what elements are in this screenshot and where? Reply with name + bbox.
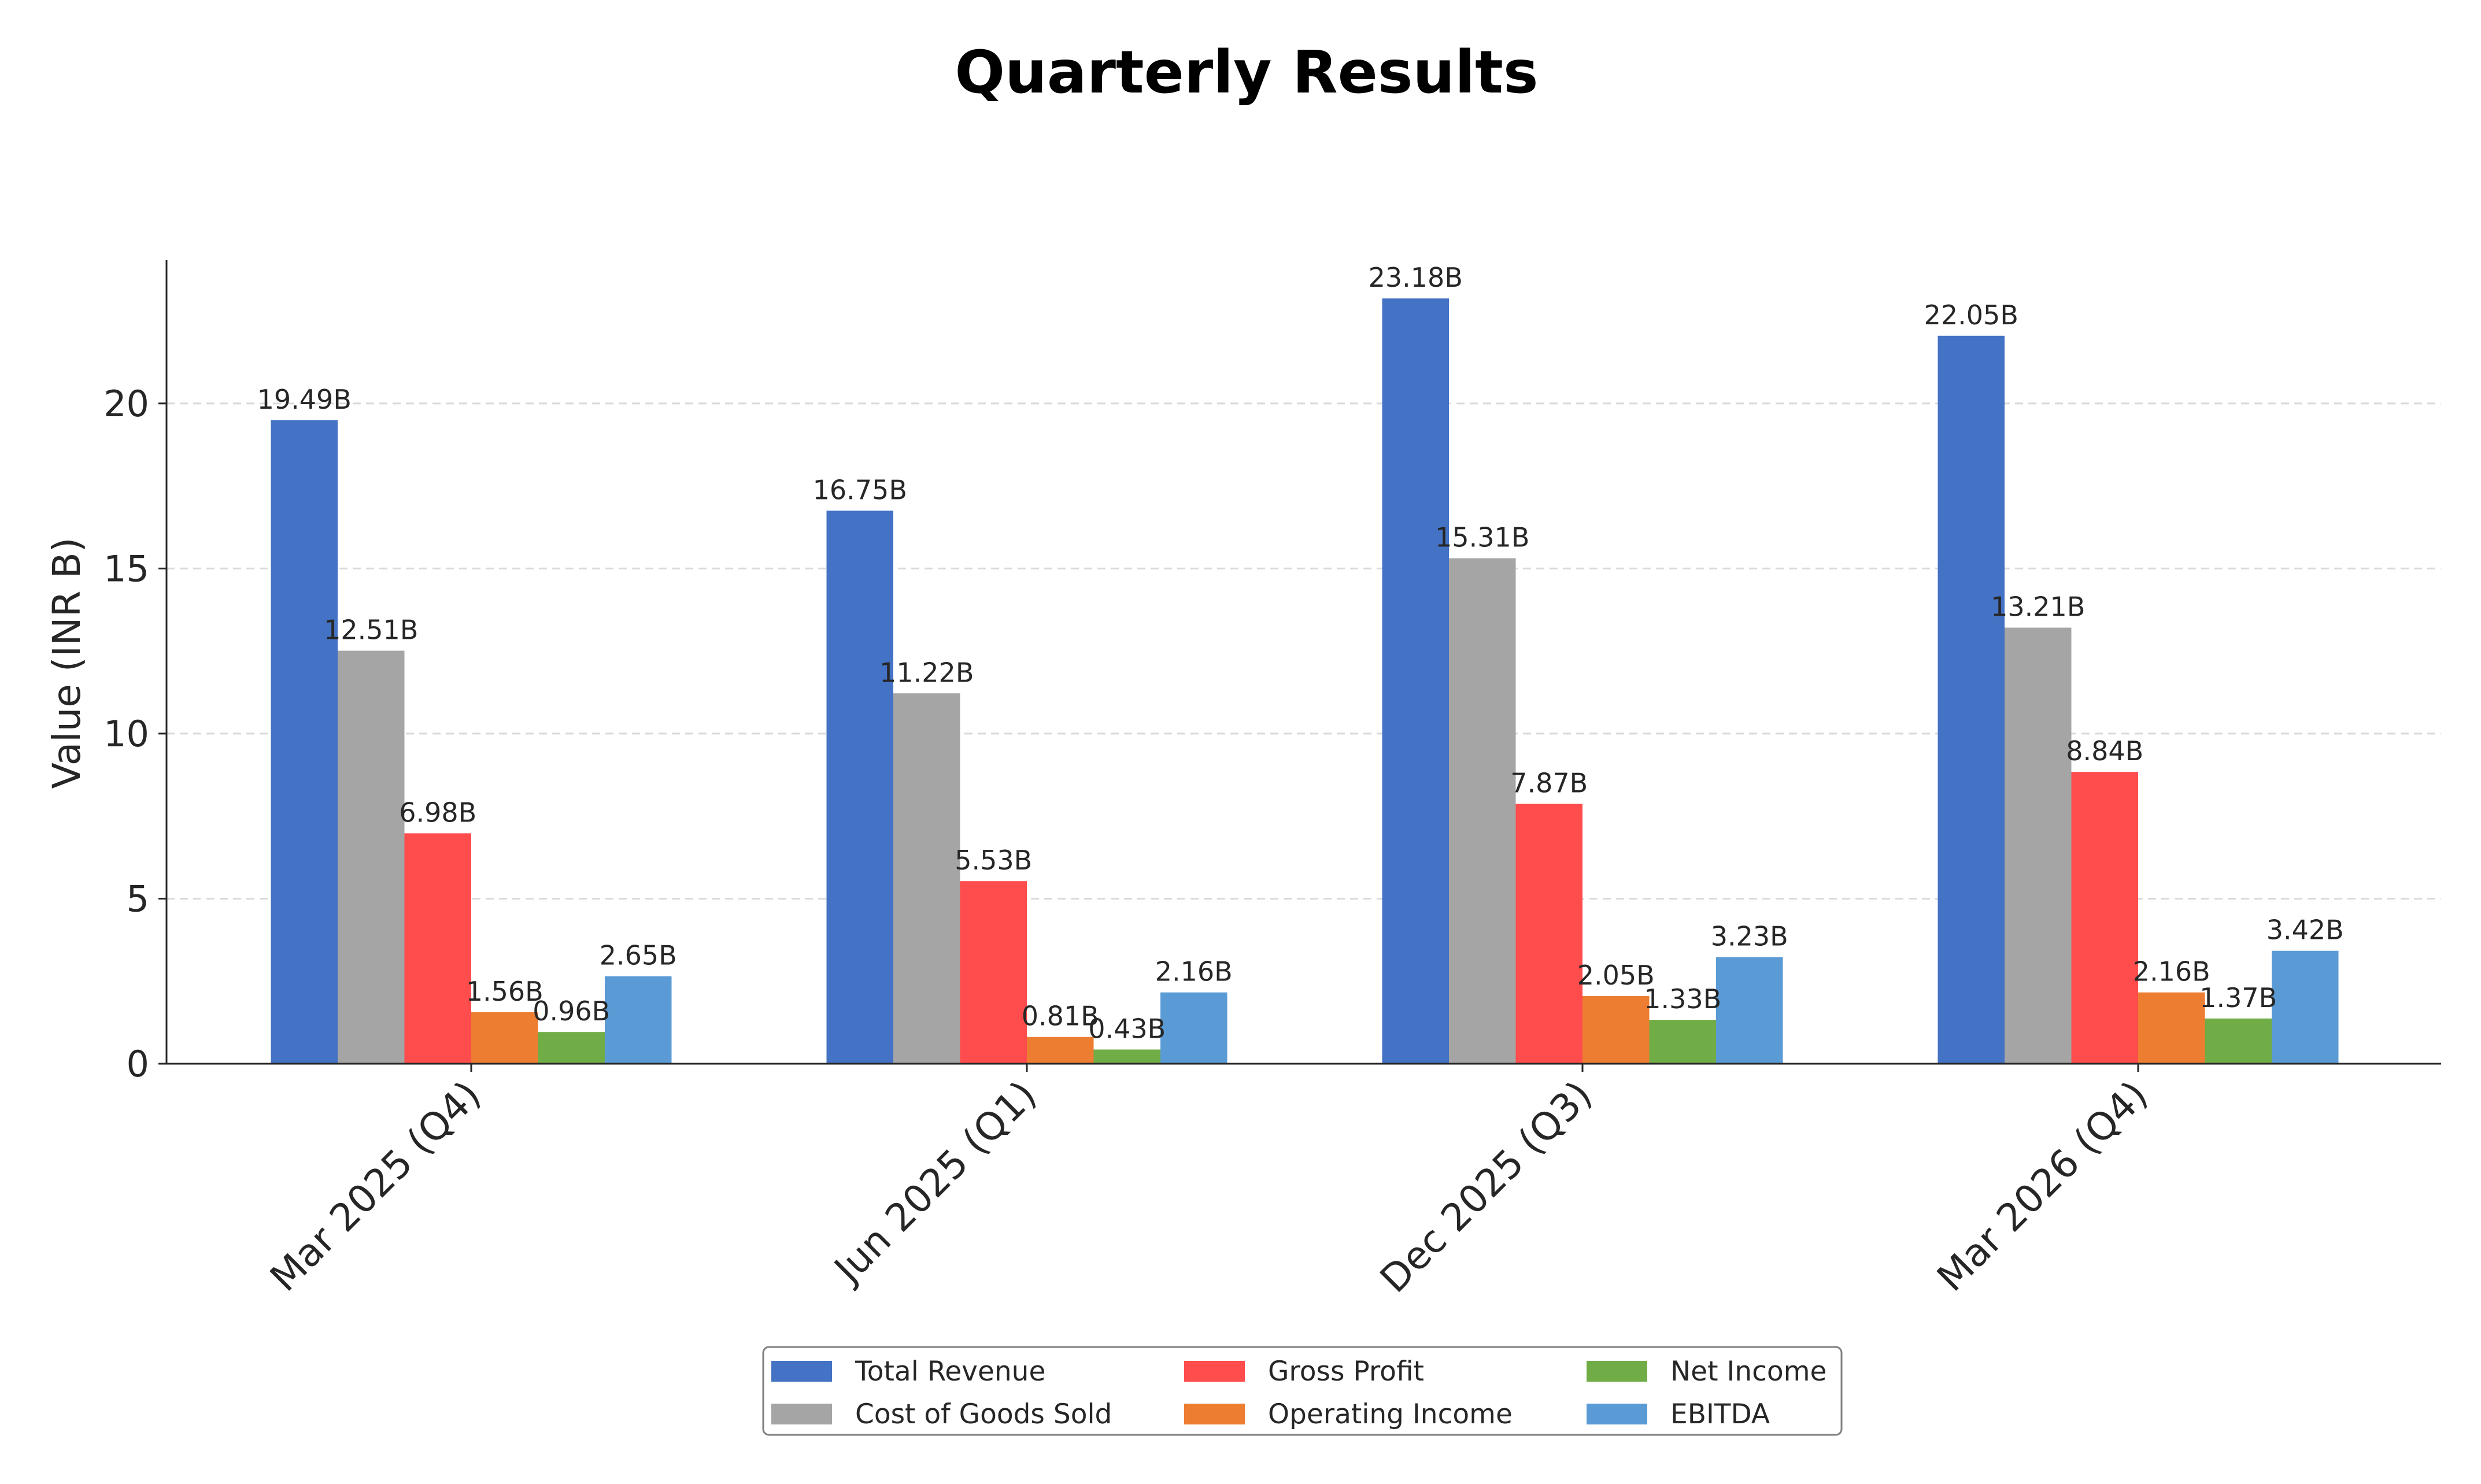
bar: [1382, 298, 1449, 1064]
legend-swatch: [771, 1404, 832, 1424]
data-label: 0.96B: [533, 995, 610, 1027]
y-tick-label: 0: [127, 1043, 149, 1085]
data-labels: 19.49B 16.75B 23.18B 22.05B 12.51B 11.22B 15.3…: [257, 262, 2344, 1044]
data-label: 22.05B: [1924, 299, 2018, 331]
bar: [1649, 1020, 1716, 1064]
data-label: 11.22B: [879, 657, 974, 688]
x-tick-label: Dec 2025 (Q3): [1371, 1072, 1600, 1301]
bar: [1716, 957, 1783, 1064]
bar: [1449, 558, 1516, 1064]
bar: [960, 881, 1027, 1064]
y-tick-label: 10: [103, 713, 149, 755]
chart-title: Quarterly Results: [955, 38, 1538, 107]
bar: [826, 510, 893, 1064]
bar: [1515, 804, 1582, 1064]
data-label: 0.81B: [1022, 1001, 1099, 1032]
bar: [471, 1012, 538, 1064]
x-tick-label: Mar 2026 (Q4): [1929, 1072, 2157, 1300]
bar: [1027, 1037, 1094, 1064]
legend-swatch: [1184, 1361, 1245, 1382]
bar: [2005, 627, 2072, 1064]
legend-label: Total Revenue: [855, 1356, 1045, 1387]
bar: [338, 650, 405, 1064]
data-label: 13.21B: [1991, 591, 2085, 623]
legend: Total Revenue Cost of Goods Sold Gross Pro…: [762, 1346, 1843, 1436]
data-label: 1.33B: [1644, 983, 1721, 1015]
bar: [1938, 335, 2005, 1064]
data-label: 23.18B: [1369, 262, 1463, 293]
data-label: 19.49B: [257, 384, 352, 415]
legend-label: Operating Income: [1268, 1398, 1513, 1430]
bar: [538, 1032, 605, 1064]
bar: [1582, 995, 1650, 1064]
legend-swatch: [771, 1361, 832, 1382]
y-tick-label: 15: [103, 547, 149, 590]
bar: [1093, 1049, 1160, 1064]
x-tick-label: Mar 2025 (Q4): [262, 1072, 490, 1300]
data-label: 5.53B: [955, 845, 1032, 876]
data-label: 3.42B: [2266, 915, 2344, 946]
legend-box: [762, 1346, 1843, 1436]
bar: [271, 420, 338, 1064]
y-tick-label: 20: [103, 383, 149, 425]
legend-label: Net Income: [1670, 1356, 1826, 1387]
data-label: 0.43B: [1088, 1013, 1166, 1044]
data-label: 16.75B: [813, 474, 907, 505]
bar: [893, 693, 960, 1064]
legend-label: EBITDA: [1670, 1398, 1770, 1430]
bar: [2138, 992, 2205, 1064]
data-label: 3.23B: [1711, 921, 1788, 952]
data-label: 2.16B: [1155, 956, 1233, 987]
data-label: 2.05B: [1577, 960, 1655, 991]
data-label: 6.98B: [399, 797, 476, 828]
y-tick-label: 5: [127, 878, 149, 920]
bar: [2205, 1018, 2272, 1064]
bar: [1160, 992, 1227, 1064]
data-label: 7.87B: [1510, 768, 1588, 799]
data-label: 1.56B: [466, 976, 543, 1007]
legend-swatch: [1587, 1361, 1647, 1382]
data-label: 2.65B: [600, 940, 677, 971]
data-label: 15.31B: [1435, 522, 1529, 553]
legend-label: Cost of Goods Sold: [855, 1398, 1112, 1430]
data-label: 2.16B: [2133, 956, 2210, 987]
data-label: 1.37B: [2199, 982, 2277, 1013]
bar: [605, 976, 672, 1064]
data-label: 8.84B: [2066, 735, 2143, 767]
bars: [271, 298, 2339, 1064]
bar: [404, 833, 471, 1064]
bar: [2071, 772, 2138, 1064]
legend-label: Gross Profit: [1268, 1356, 1424, 1387]
x-tick-label: Jun 2025 (Q1): [824, 1072, 1045, 1293]
data-label: 12.51B: [324, 615, 418, 646]
bar: [2272, 950, 2339, 1064]
y-axis-label: Value (INR B): [45, 538, 89, 789]
legend-swatch: [1184, 1404, 1245, 1424]
legend-swatch: [1587, 1404, 1647, 1424]
